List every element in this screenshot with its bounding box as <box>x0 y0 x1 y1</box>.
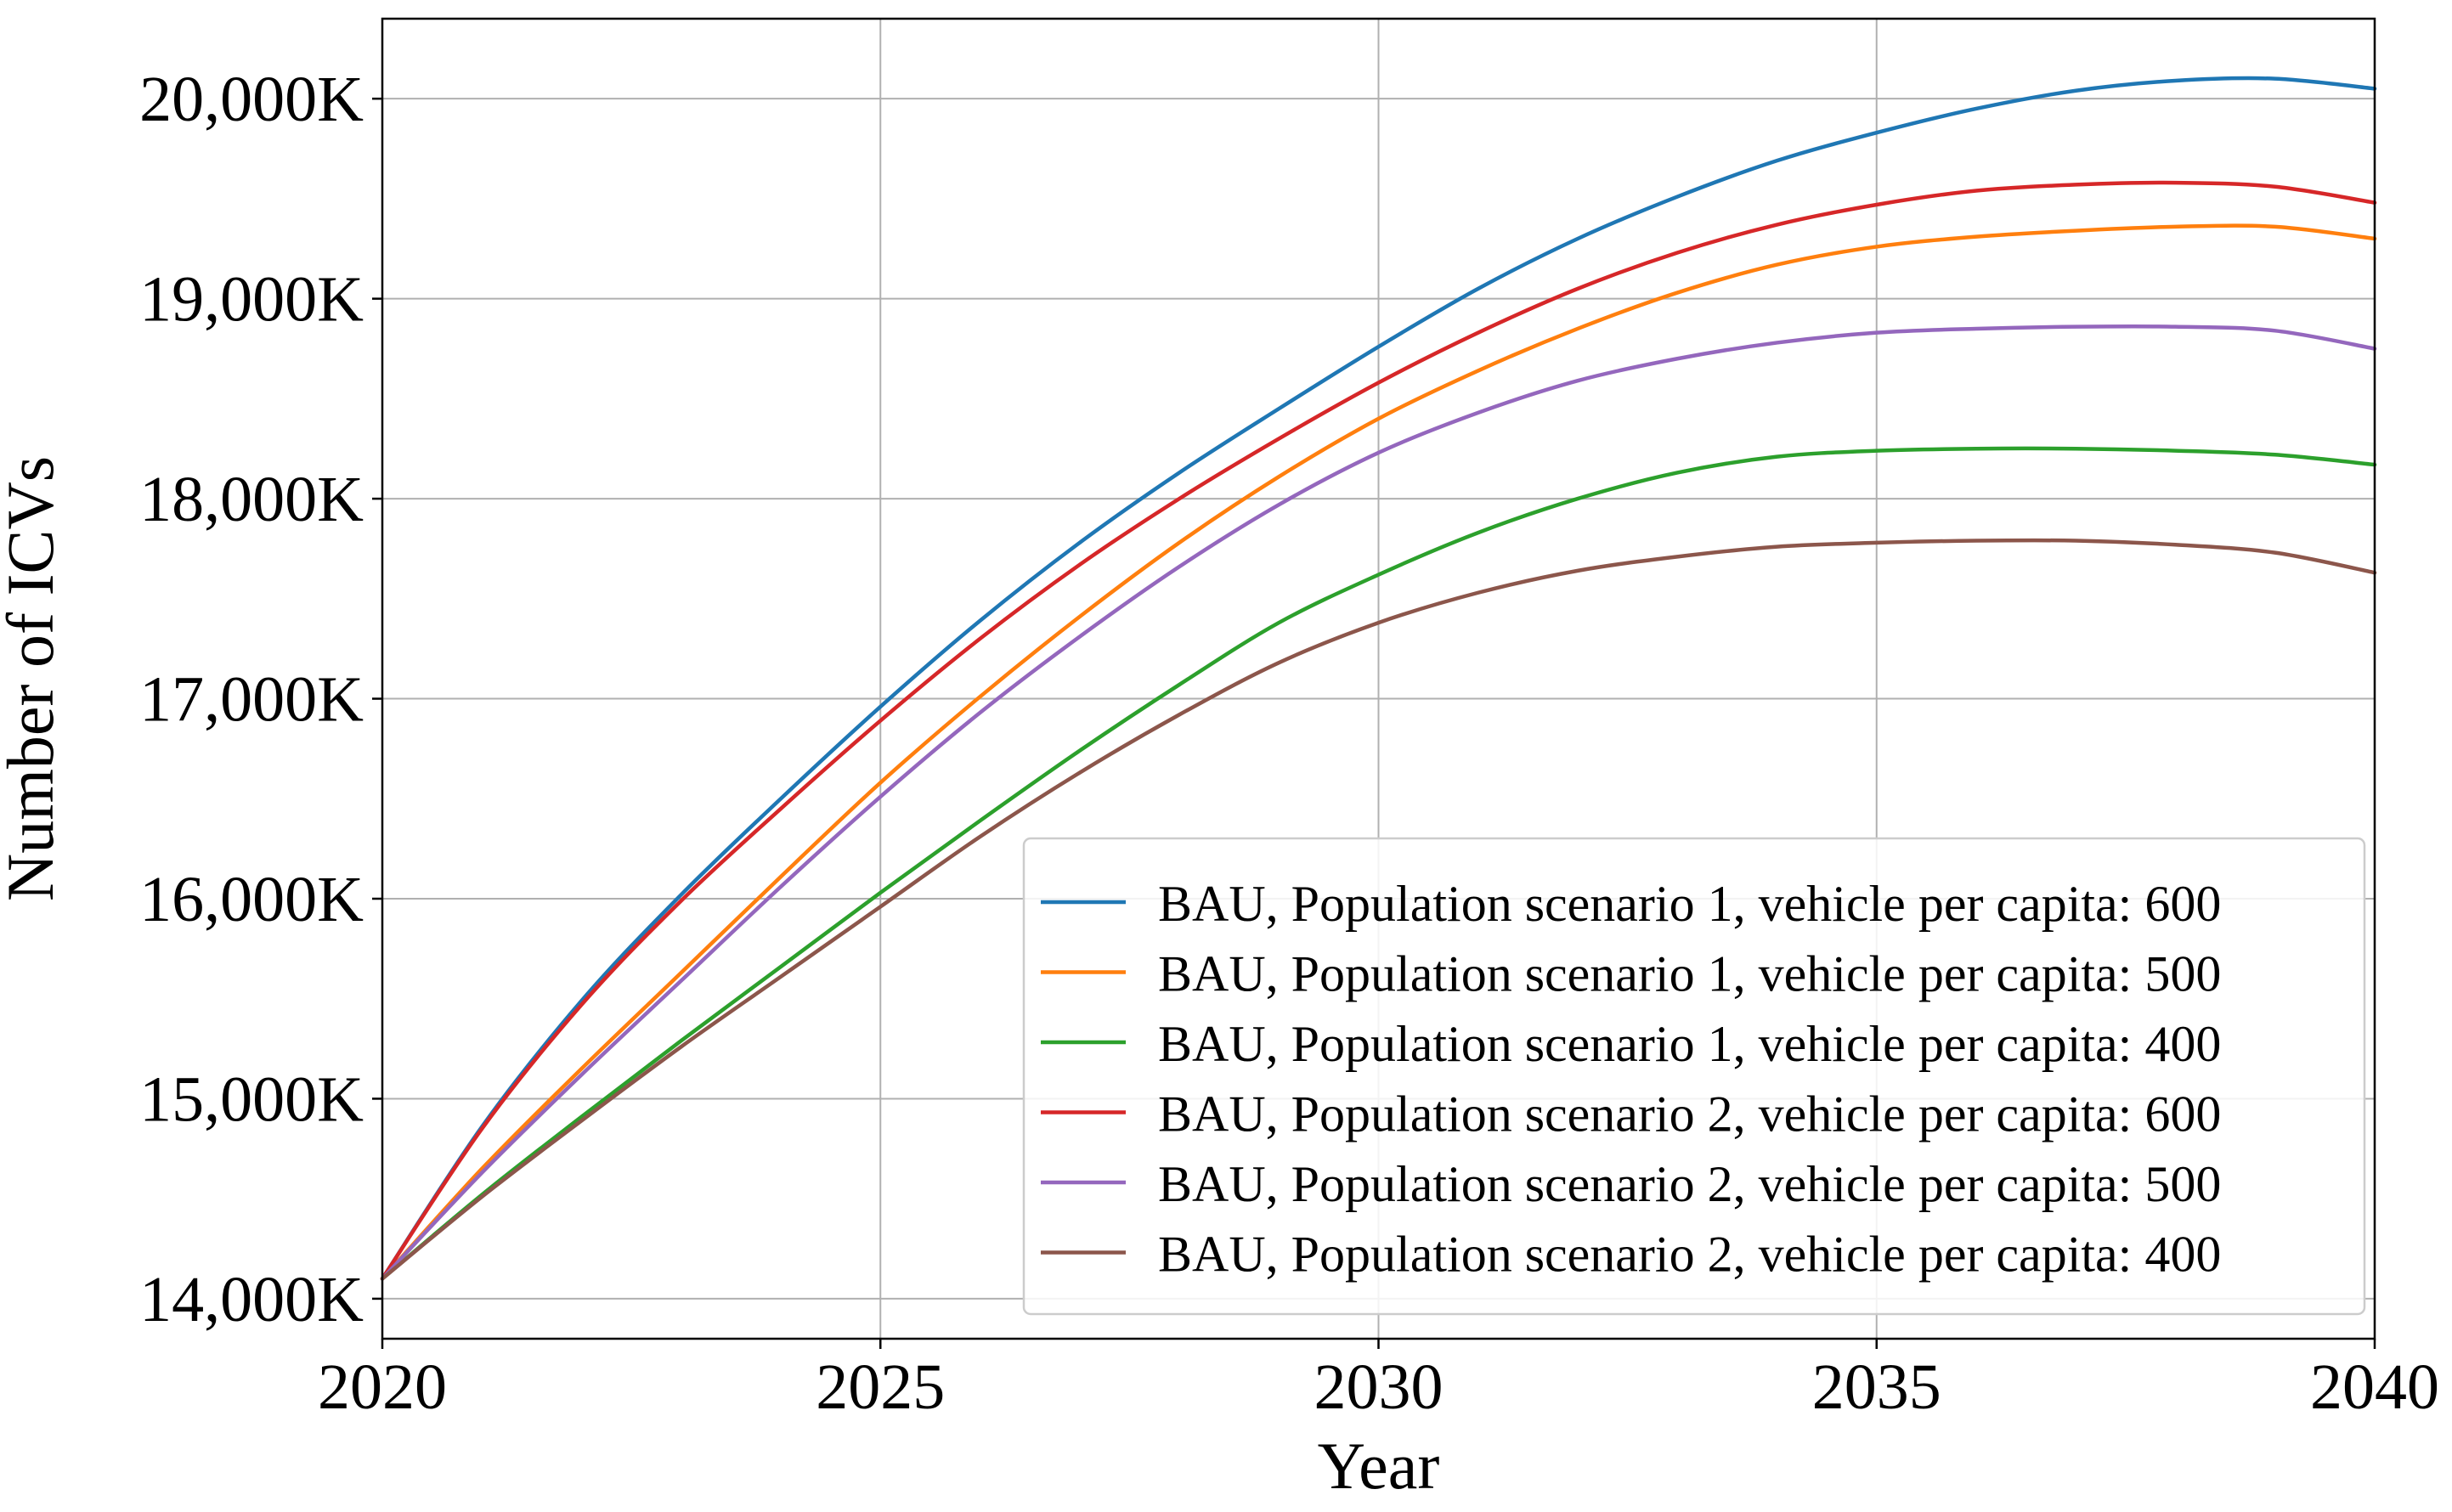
legend-label: BAU, Population scenario 1, vehicle per … <box>1158 1016 2221 1072</box>
y-tick-label: 16,000K <box>139 864 364 935</box>
series-lines <box>380 76 2377 1281</box>
series-line-1 <box>380 76 2377 1281</box>
series-line-5 <box>380 324 2377 1281</box>
x-tick-label: 2020 <box>318 1351 447 1423</box>
legend-frame <box>1022 837 2366 1316</box>
series-line-6 <box>380 538 2377 1281</box>
gridlines <box>381 19 2376 1339</box>
y-tick-label: 14,000K <box>139 1264 364 1335</box>
legend-item: BAU, Population scenario 2, vehicle per … <box>1041 1227 2221 1283</box>
legend-item: BAU, Population scenario 1, vehicle per … <box>1041 1016 2221 1072</box>
y-axis-ticks: 14,000K 15,000K 16,000K 17,000K 18,000K 19,00… <box>139 64 382 1335</box>
legend-item: BAU, Population scenario 2, vehicle per … <box>1041 1156 2221 1212</box>
legend: BAU, Population scenario 1, vehicle per … <box>1022 837 2366 1316</box>
legend-label: BAU, Population scenario 2, vehicle per … <box>1158 1227 2221 1283</box>
legend-label: BAU, Population scenario 2, vehicle per … <box>1158 1156 2221 1212</box>
x-tick-label: 2035 <box>1812 1351 1941 1423</box>
x-tick-label: 2040 <box>2310 1351 2439 1423</box>
legend-label: BAU, Population scenario 2, vehicle per … <box>1158 1086 2221 1142</box>
y-tick-label: 15,000K <box>139 1063 364 1135</box>
legend-item: BAU, Population scenario 1, vehicle per … <box>1041 946 2221 1002</box>
y-tick-label: 18,000K <box>139 464 364 535</box>
y-tick-label: 20,000K <box>139 64 364 135</box>
x-tick-label: 2030 <box>1314 1351 1444 1423</box>
series-line-3 <box>380 446 2377 1281</box>
legend-label: BAU, Population scenario 1, vehicle per … <box>1158 876 2221 932</box>
y-axis-label: Number of ICVs <box>0 456 67 901</box>
series-line-2 <box>380 223 2377 1281</box>
legend-item: BAU, Population scenario 1, vehicle per … <box>1041 876 2221 932</box>
series-line-4 <box>380 180 2377 1281</box>
legend-item: BAU, Population scenario 2, vehicle per … <box>1041 1086 2221 1142</box>
y-tick-label: 19,000K <box>139 264 364 336</box>
x-tick-label: 2025 <box>816 1351 945 1423</box>
x-axis-ticks: 2020 2025 2030 2035 2040 <box>318 1339 2439 1423</box>
y-tick-label: 17,000K <box>139 664 364 736</box>
legend-label: BAU, Population scenario 1, vehicle per … <box>1158 946 2221 1002</box>
x-axis-label: Year <box>1318 1429 1440 1503</box>
